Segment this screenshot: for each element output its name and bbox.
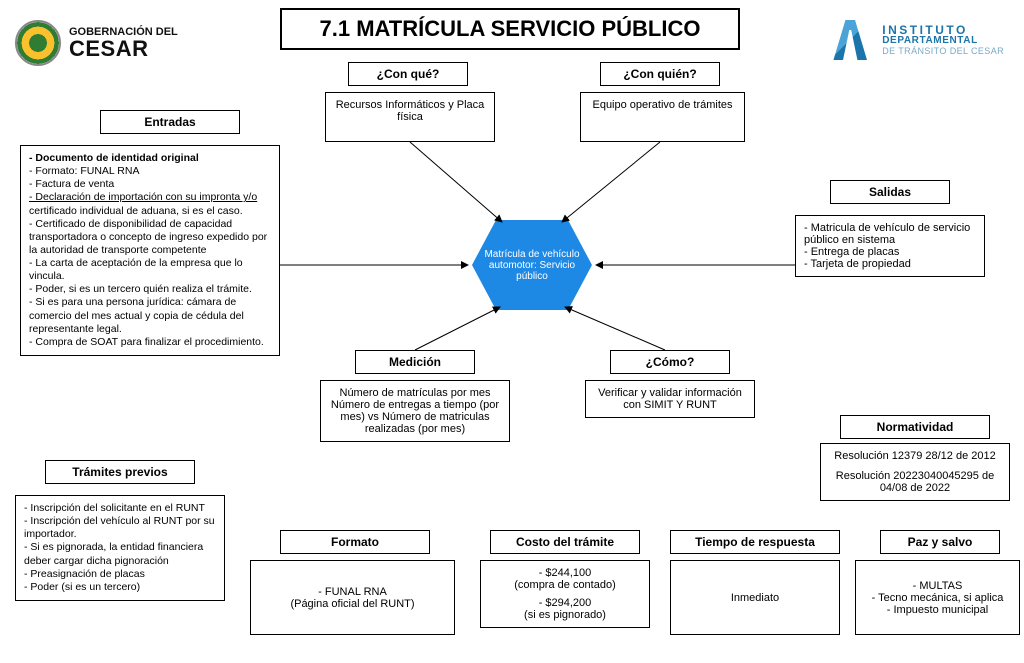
entradas-l1: - Documento de identidad original (29, 152, 271, 165)
logo-left-line2: CESAR (69, 38, 178, 60)
entradas-l7: - Poder, si es un tercero quién realiza … (29, 283, 271, 296)
con-quien-box: Equipo operativo de trámites (580, 92, 745, 142)
con-quien-label: ¿Con quién? (600, 62, 720, 86)
paz-l1: - MULTAS (864, 580, 1011, 592)
entradas-l6: - La carta de aceptación de la empresa q… (29, 257, 271, 283)
costo-box: - $244,100 (compra de contado) - $294,20… (480, 560, 650, 628)
entradas-label: Entradas (100, 110, 240, 134)
center-node: Matrícula de vehículo automotor: Servici… (472, 220, 592, 310)
tramites-l5: - Poder (si es un tercero) (24, 581, 216, 594)
entradas-u1: - Declaración de importación con su impr… (29, 191, 257, 203)
normatividad-box: Resolución 12379 28/12 de 2012 Resolució… (820, 443, 1010, 501)
medicion-label: Medición (355, 350, 475, 374)
formato-label: Formato (280, 530, 430, 554)
salidas-l1: - Matricula de vehículo de servicio públ… (804, 222, 976, 246)
formato-box: - FUNAL RNA (Página oficial del RUNT) (250, 560, 455, 635)
logo-idt-cesar: INSTITUTO DEPARTAMENTAL DE TRÁNSITO DEL … (826, 20, 1004, 60)
paz-label: Paz y salvo (880, 530, 1000, 554)
normatividad-l2: Resolución 20223040045295 de 04/08 de 20… (829, 470, 1001, 494)
salidas-l2: - Entrega de placas (804, 246, 976, 258)
normatividad-l1: Resolución 12379 28/12 de 2012 (829, 450, 1001, 462)
entradas-l9: - Compra de SOAT para finalizar el proce… (29, 336, 271, 349)
como-label: ¿Cómo? (610, 350, 730, 374)
tramites-l3: - Si es pignorada, la entidad financiera… (24, 541, 216, 567)
con-que-box: Recursos Informáticos y Placa física (325, 92, 495, 142)
salidas-l3: - Tarjeta de propiedad (804, 258, 976, 270)
tramites-l4: - Preasignación de placas (24, 568, 216, 581)
seal-icon (15, 20, 61, 66)
entradas-l3: - Factura de venta (29, 178, 271, 191)
tramites-label: Trámites previos (45, 460, 195, 484)
costo-l2: (compra de contado) (489, 579, 641, 591)
logo-gobernacion-cesar: GOBERNACIÓN DEL CESAR (15, 20, 178, 66)
costo-l4: (si es pignorado) (489, 609, 641, 621)
salidas-label: Salidas (830, 180, 950, 204)
formato-l2: (Página oficial del RUNT) (259, 598, 446, 610)
entradas-box: - Documento de identidad original - Form… (20, 145, 280, 356)
page-title: 7.1 MATRÍCULA SERVICIO PÚBLICO (280, 8, 740, 50)
entradas-l8: - Si es para una persona jurídica: cámar… (29, 296, 271, 335)
costo-l3: - $294,200 (489, 597, 641, 609)
normatividad-label: Normatividad (840, 415, 990, 439)
logo-right-line3: DE TRÁNSITO DEL CESAR (882, 47, 1004, 56)
entradas-l4: certificado individual de aduana, si es … (29, 205, 243, 217)
costo-label: Costo del trámite (490, 530, 640, 554)
tiempo-label: Tiempo de respuesta (670, 530, 840, 554)
medicion-box: Número de matrículas por mes Número de e… (320, 380, 510, 442)
entradas-l5: - Certificado de disponibilidad de capac… (29, 218, 271, 257)
salidas-box: - Matricula de vehículo de servicio públ… (795, 215, 985, 277)
como-box: Verificar y validar información con SIMI… (585, 380, 755, 418)
paz-l2: - Tecno mecánica, si aplica (864, 592, 1011, 604)
costo-l1: - $244,100 (489, 567, 641, 579)
con-que-label: ¿Con qué? (348, 62, 468, 86)
tramites-l2: - Inscripción del vehículo al RUNT por s… (24, 515, 216, 541)
formato-l1: - FUNAL RNA (259, 586, 446, 598)
paz-box: - MULTAS - Tecno mecánica, si aplica - I… (855, 560, 1020, 635)
tramites-l1: - Inscripción del solicitante en el RUNT (24, 502, 216, 515)
tiempo-box: Inmediato (670, 560, 840, 635)
road-icon (826, 20, 874, 60)
paz-l3: - Impuesto municipal (864, 604, 1011, 616)
entradas-l2: - Formato: FUNAL RNA (29, 165, 271, 178)
tramites-box: - Inscripción del solicitante en el RUNT… (15, 495, 225, 601)
